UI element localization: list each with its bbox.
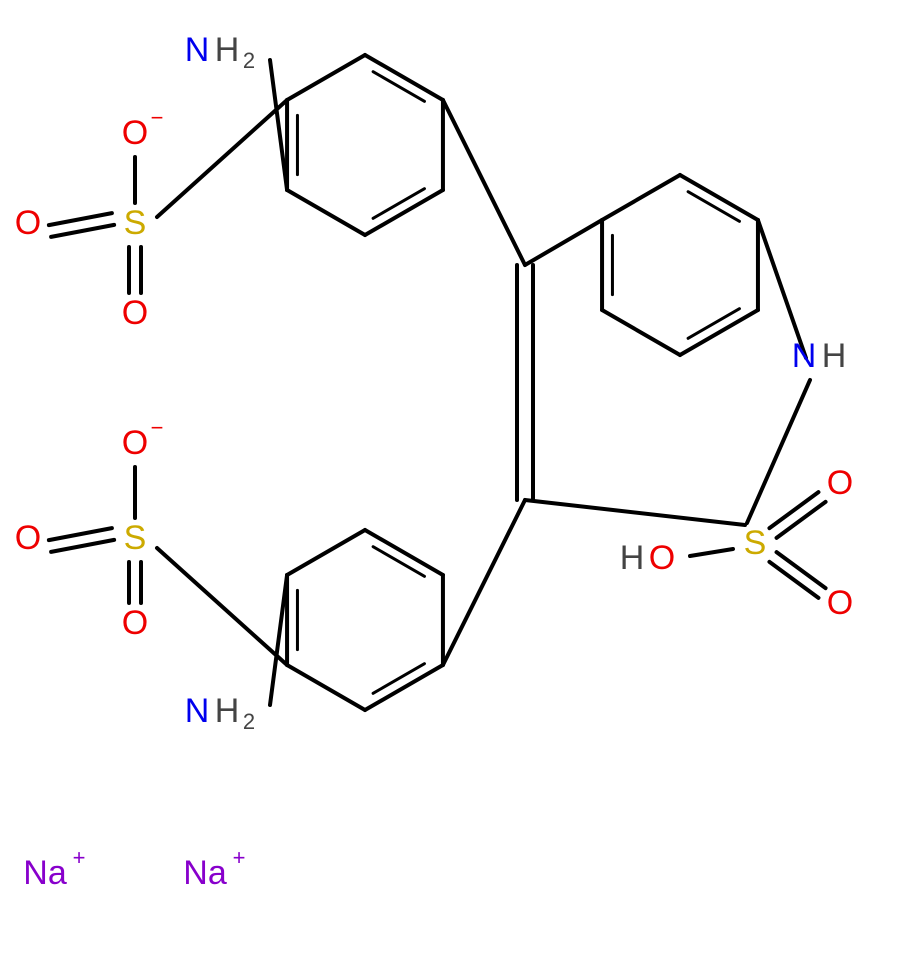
svg-text:O: O: [649, 539, 675, 577]
svg-text:S: S: [744, 524, 767, 562]
svg-text:O: O: [827, 464, 853, 502]
svg-text:N: N: [185, 31, 210, 69]
svg-text:O: O: [827, 584, 853, 622]
svg-text:O: O: [15, 204, 41, 242]
svg-text:O: O: [122, 424, 148, 462]
svg-text:2: 2: [243, 48, 255, 73]
svg-text:+: +: [73, 845, 86, 870]
svg-text:−: −: [151, 105, 164, 130]
chemical-structure: NH2O−OSOO−OSONH2NHSOOHONa+Na+: [0, 0, 908, 966]
svg-text:Na: Na: [23, 854, 67, 892]
svg-text:H: H: [215, 692, 240, 730]
svg-text:O: O: [122, 604, 148, 642]
svg-text:O: O: [122, 114, 148, 152]
svg-text:H: H: [215, 31, 240, 69]
svg-text:S: S: [124, 519, 147, 557]
svg-text:Na: Na: [183, 854, 227, 892]
svg-text:−: −: [151, 415, 164, 440]
svg-text:N: N: [185, 692, 210, 730]
svg-text:S: S: [124, 204, 147, 242]
svg-text:N: N: [792, 337, 817, 375]
svg-text:2: 2: [243, 709, 255, 734]
svg-text:H: H: [822, 337, 847, 375]
svg-text:H: H: [620, 539, 645, 577]
svg-text:O: O: [15, 519, 41, 557]
svg-text:O: O: [122, 294, 148, 332]
svg-text:+: +: [233, 845, 246, 870]
